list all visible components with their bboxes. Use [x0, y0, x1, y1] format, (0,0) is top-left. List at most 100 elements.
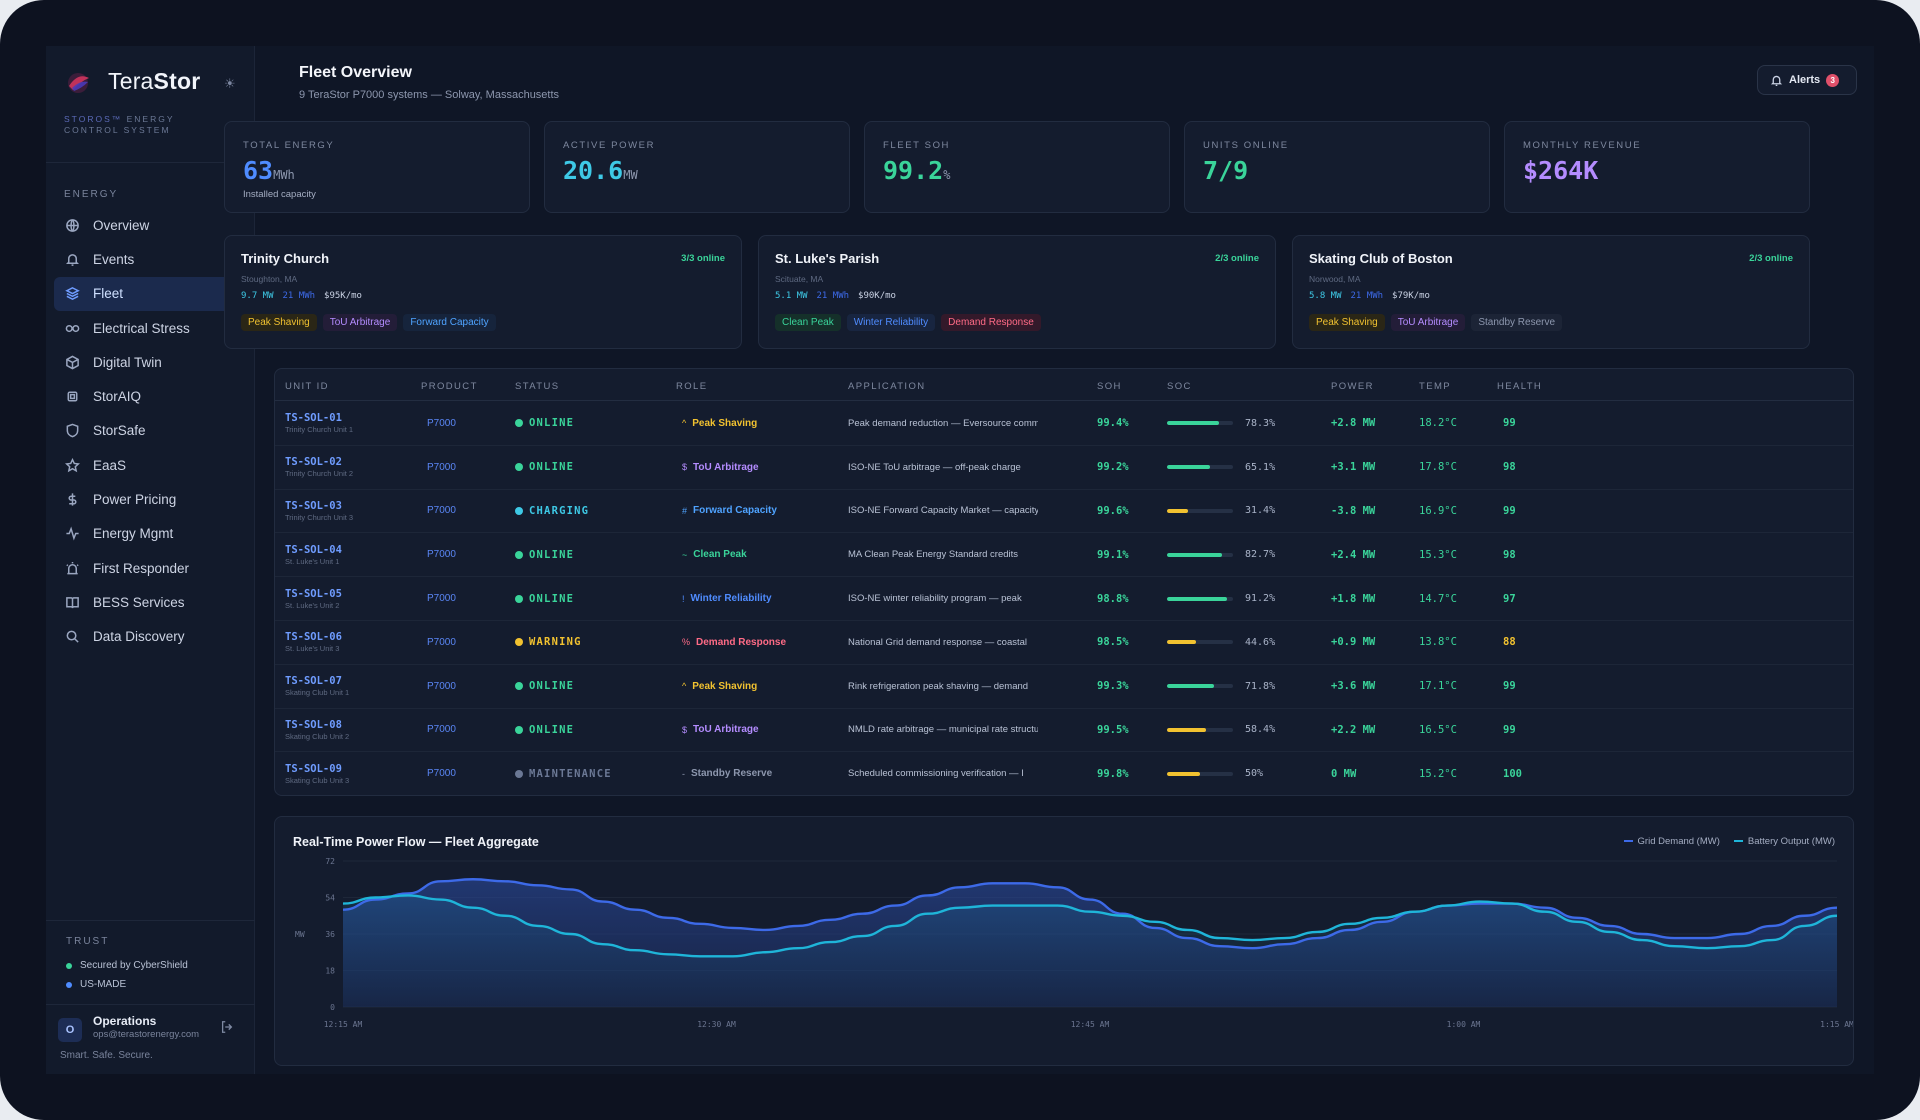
soc-progress-bar: [1167, 421, 1233, 426]
product-link[interactable]: P7000: [427, 724, 456, 736]
soh-value: 99.6%: [1097, 504, 1129, 517]
site-capacity: 21 MWh: [282, 291, 316, 301]
unit-id[interactable]: TS-SOL-06: [285, 631, 342, 644]
sidebar-item-electrical-stress[interactable]: Electrical Stress: [54, 311, 248, 345]
unit-id[interactable]: TS-SOL-09: [285, 762, 342, 775]
product-link[interactable]: P7000: [427, 593, 456, 605]
role-cell: ~ Clean Peak: [682, 533, 747, 576]
column-header[interactable]: SOC: [1167, 381, 1192, 392]
table-row[interactable]: TS-SOL-09 Skating Club Unit 3 P7000 MAINTEN…: [275, 752, 1853, 795]
sidebar-item-energy-mgmt[interactable]: Energy Mgmt: [54, 517, 248, 551]
power-value: +2.2 MW: [1331, 723, 1376, 736]
sidebar-item-label: Energy Mgmt: [93, 526, 174, 542]
role-icon: ^: [682, 418, 687, 429]
product-link[interactable]: P7000: [427, 680, 456, 692]
column-header[interactable]: ROLE: [676, 381, 708, 392]
role-tag[interactable]: Clean Peak: [775, 314, 841, 331]
sidebar-item-eaas[interactable]: EaaS: [54, 448, 248, 482]
column-header[interactable]: APPLICATION: [848, 381, 926, 392]
brand-name: TeraStor: [108, 68, 201, 94]
legend-item-grid-demand[interactable]: Grid Demand (MW): [1623, 836, 1720, 847]
product-link[interactable]: P7000: [427, 636, 456, 648]
legend-item-battery-output[interactable]: Battery Output (MW): [1733, 836, 1835, 847]
sidebar-item-digital-twin[interactable]: Digital Twin: [54, 345, 248, 379]
table-row[interactable]: TS-SOL-07 Skating Club Unit 1 P7000 ONLINE ^…: [275, 665, 1853, 709]
product-link[interactable]: P7000: [427, 549, 456, 561]
unit-name: Skating Club Unit 1: [285, 688, 350, 698]
sidebar-item-first-responder[interactable]: First Responder: [54, 551, 248, 585]
role-tag[interactable]: Standby Reserve: [1471, 314, 1563, 331]
table-row[interactable]: TS-SOL-01 Trinity Church Unit 1 P7000 ONLIN…: [275, 402, 1853, 446]
sidebar-item-bess-services[interactable]: BESS Services: [54, 585, 248, 619]
product-link[interactable]: P7000: [427, 505, 456, 517]
brand[interactable]: TeraStor ☀ STOROS™ ENERGY CONTROL SYSTEM: [64, 64, 244, 135]
power-value: +1.8 MW: [1331, 592, 1376, 605]
table-row[interactable]: TS-SOL-03 Trinity Church Unit 3 P7000 CHARG…: [275, 490, 1853, 534]
site-power: 9.7 MW: [241, 291, 274, 301]
status-badge: ONLINE: [515, 402, 574, 445]
kpi-value: 63MWh: [243, 156, 295, 185]
site-card[interactable]: Trinity Church 3/3 online Stoughton, MA 9.7…: [224, 235, 742, 349]
product-link[interactable]: P7000: [427, 768, 456, 780]
sidebar-item-storsafe[interactable]: StorSafe: [54, 414, 248, 448]
product-link[interactable]: P7000: [427, 461, 456, 473]
site-card[interactable]: Skating Club of Boston 2/3 online Norwood,…: [1292, 235, 1810, 349]
sidebar-item-power-pricing[interactable]: Power Pricing: [54, 482, 248, 516]
status-badge: WARNING: [515, 621, 582, 664]
logout-icon[interactable]: [220, 1020, 234, 1034]
temp-value: 15.3°C: [1419, 548, 1457, 561]
role-tag[interactable]: Peak Shaving: [1309, 314, 1385, 331]
table-row[interactable]: TS-SOL-08 Skating Club Unit 2 P7000 ONLINE $…: [275, 709, 1853, 753]
sidebar-item-fleet[interactable]: Fleet: [54, 276, 248, 311]
role-label: Demand Response: [696, 636, 787, 648]
unit-id[interactable]: TS-SOL-03: [285, 499, 342, 512]
role-tag[interactable]: ToU Arbitrage: [1390, 314, 1466, 331]
column-header[interactable]: SOH: [1097, 381, 1122, 392]
theme-toggle-icon[interactable]: ☀: [224, 76, 236, 91]
sidebar-item-events[interactable]: Events: [54, 242, 248, 276]
unit-name: Skating Club Unit 3: [285, 775, 350, 785]
unit-id[interactable]: TS-SOL-05: [285, 587, 342, 600]
column-header[interactable]: POWER: [1331, 381, 1374, 392]
role-tag[interactable]: Demand Response: [941, 314, 1041, 331]
unit-name: St. Luke's Unit 3: [285, 644, 340, 654]
table-row[interactable]: TS-SOL-04 St. Luke's Unit 1 P7000 ONLINE ~ Cl…: [275, 533, 1853, 578]
site-location: Norwood, MA: [1309, 274, 1361, 284]
role-tag[interactable]: Forward Capacity: [403, 314, 496, 331]
user-profile[interactable]: O Operations ops@terastorenergy.com: [58, 1012, 244, 1052]
role-tag[interactable]: Peak Shaving: [241, 314, 317, 331]
column-header[interactable]: PRODUCT: [421, 381, 478, 392]
column-header[interactable]: UNIT ID: [285, 381, 329, 392]
column-header[interactable]: STATUS: [515, 381, 560, 392]
sidebar-item-overview[interactable]: Overview: [54, 208, 248, 242]
table-row[interactable]: TS-SOL-02 Trinity Church Unit 2 P7000 ONLIN…: [275, 446, 1853, 490]
application-text: National Grid demand response — coastal: [848, 636, 1028, 648]
status-dot: [515, 419, 523, 428]
temp-value: 14.7°C: [1419, 592, 1457, 605]
siren-icon: [64, 560, 80, 576]
table-row[interactable]: TS-SOL-06 St. Luke's Unit 3 P7000 WARNING% D…: [275, 621, 1853, 665]
role-tag[interactable]: Winter Reliability: [846, 314, 936, 331]
soh-value: 98.8%: [1097, 592, 1129, 605]
site-card[interactable]: St. Luke's Parish 2/3 online Scituate, MA 5…: [758, 235, 1276, 349]
kpi-note: Installed capacity: [243, 189, 316, 200]
unit-id[interactable]: TS-SOL-04: [285, 543, 342, 556]
column-header[interactable]: TEMP: [1419, 381, 1451, 392]
table-row[interactable]: TS-SOL-05 St. Luke's Unit 2 P7000 ONLINE! Wi…: [275, 577, 1853, 621]
unit-id[interactable]: TS-SOL-02: [285, 456, 342, 469]
unit-id[interactable]: TS-SOL-01: [285, 412, 342, 425]
alerts-button[interactable]: Alerts 3: [1757, 65, 1857, 95]
unit-id[interactable]: TS-SOL-07: [285, 675, 342, 688]
soc-cell: 82.7%: [1167, 533, 1275, 576]
sidebar-item-storaiq[interactable]: StorAIQ: [54, 379, 248, 413]
site-stats: 5.8 MW 21 MWh $79K/mo: [1309, 291, 1430, 301]
role-label: ToU Arbitrage: [693, 461, 759, 473]
product-link[interactable]: P7000: [427, 417, 456, 429]
role-tag[interactable]: ToU Arbitrage: [322, 314, 398, 331]
unit-id[interactable]: TS-SOL-08: [285, 718, 342, 731]
unit-name: St. Luke's Unit 1: [285, 556, 340, 566]
sidebar-item-data-discovery[interactable]: Data Discovery: [54, 620, 248, 654]
column-header[interactable]: HEALTH: [1497, 381, 1543, 392]
application-text: Peak demand reduction — Eversource comme…: [848, 417, 1038, 429]
